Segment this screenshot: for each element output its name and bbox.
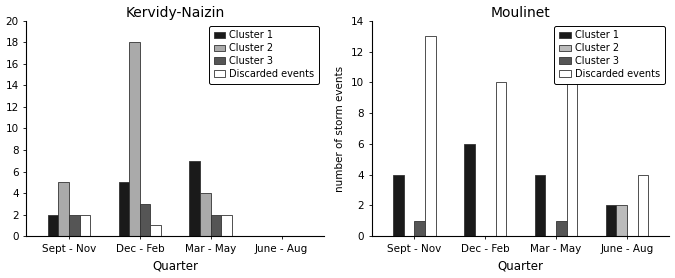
Bar (425, 36, 435, 236)
Bar (200, 193, 211, 236)
Bar (605, 205, 616, 236)
Bar (129, 42, 140, 236)
Bar (211, 215, 221, 236)
Bar (221, 215, 232, 236)
Bar (80, 215, 90, 236)
X-axis label: Quarter: Quarter (153, 259, 198, 272)
Bar (119, 182, 129, 236)
Bar (616, 205, 627, 236)
Bar (414, 221, 425, 236)
Y-axis label: number of storm events: number of storm events (335, 65, 346, 192)
Bar (48, 215, 58, 236)
Bar (556, 221, 566, 236)
Bar (69, 215, 80, 236)
Bar (535, 175, 545, 236)
Bar (140, 204, 151, 236)
Bar (566, 51, 577, 236)
Bar (190, 161, 200, 236)
Bar (495, 82, 506, 236)
Bar (638, 175, 648, 236)
Bar (393, 175, 404, 236)
Legend: Cluster 1, Cluster 2, Cluster 3, Discarded events: Cluster 1, Cluster 2, Cluster 3, Discard… (554, 26, 665, 84)
Bar (151, 225, 161, 236)
X-axis label: Quarter: Quarter (497, 259, 543, 272)
Bar (464, 144, 475, 236)
Bar (58, 182, 69, 236)
Legend: Cluster 1, Cluster 2, Cluster 3, Discarded events: Cluster 1, Cluster 2, Cluster 3, Discard… (209, 26, 319, 84)
Title: Moulinet: Moulinet (491, 6, 550, 19)
Title: Kervidy-Naizin: Kervidy-Naizin (126, 6, 225, 19)
